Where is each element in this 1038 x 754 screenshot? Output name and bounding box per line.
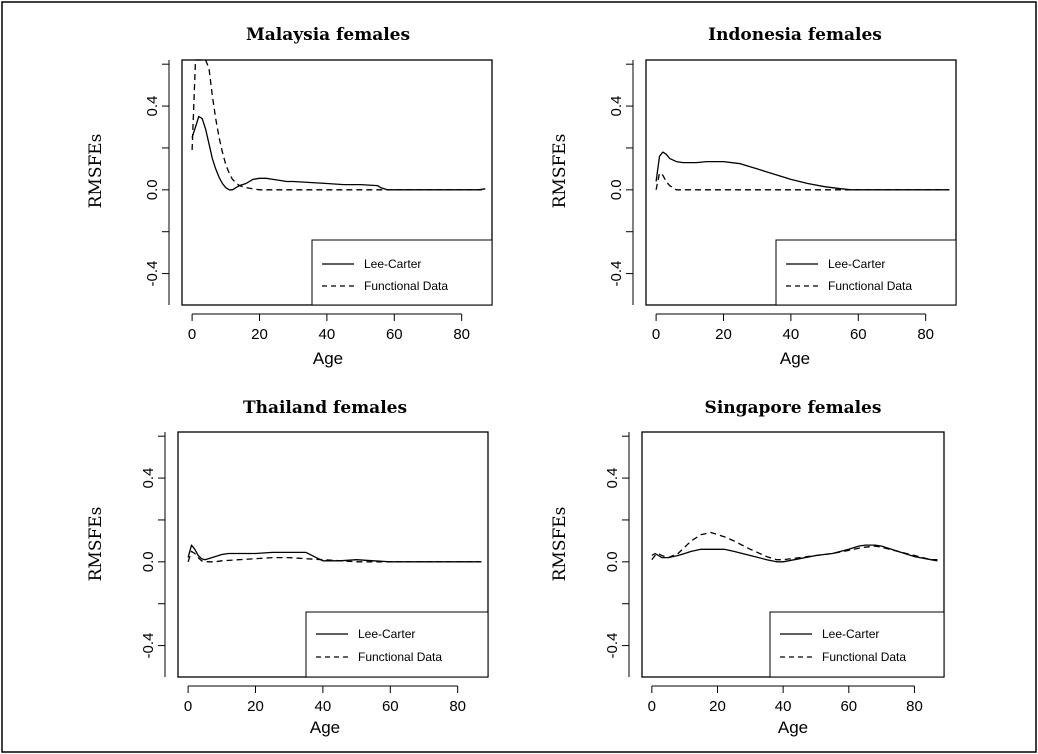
series-lines (187, 544, 482, 563)
legend-label-lee-carter: Lee-Carter (828, 257, 885, 271)
x-tick-label: 60 (382, 698, 399, 715)
x-tick-label: 20 (251, 326, 268, 343)
y-tick-label: 0.0 (604, 551, 621, 572)
series-line-functional-data (651, 531, 938, 561)
x-tick-label: 40 (319, 326, 336, 343)
panel-malaysia-females: Malaysia females RMSFEs Age 0 20 40 60 80 -0… (86, 25, 493, 368)
x-tick-label: 40 (783, 326, 800, 343)
y-axis-label: RMSFEs (550, 134, 570, 209)
x-axis: 0 20 40 60 80 (188, 313, 470, 343)
x-tick-label: 20 (709, 698, 726, 715)
x-tick-label: 80 (449, 698, 466, 715)
series-line-functional-data (187, 550, 482, 563)
series-line-lee-carter (187, 544, 482, 563)
y-tick-label: -0.4 (140, 633, 157, 659)
y-axis-label: RMSFEs (86, 507, 106, 582)
x-tick-label: 0 (184, 698, 192, 715)
x-tick-label: 40 (775, 698, 792, 715)
y-axis-label: RMSFEs (550, 507, 570, 582)
legend: Lee-Carter Functional Data (311, 239, 493, 306)
x-tick-label: 80 (453, 326, 470, 343)
x-tick-label: 80 (917, 326, 934, 343)
x-tick-label: 20 (715, 326, 732, 343)
legend-box (769, 611, 945, 678)
panel-title: Thailand females (243, 398, 407, 418)
y-axis: -0.4 0.0 0.4 (604, 432, 630, 677)
panel-singapore-females: Singapore females RMSFEs Age 0 20 40 60 80 -… (550, 398, 945, 737)
legend-label-lee-carter: Lee-Carter (822, 627, 879, 641)
y-tick-label: 0.0 (144, 179, 161, 200)
series-lines (651, 531, 938, 563)
legend-label-functional-data: Functional Data (822, 650, 906, 664)
panel-title: Malaysia females (246, 25, 410, 45)
y-axis-label: RMSFEs (86, 134, 106, 209)
series-line-functional-data (191, 59, 482, 191)
legend-box (775, 239, 957, 306)
legend-label-lee-carter: Lee-Carter (358, 627, 415, 641)
x-tick-label: 60 (386, 326, 403, 343)
series-line-lee-carter (191, 115, 486, 191)
series-line-lee-carter (655, 151, 950, 191)
y-tick-label: 0.4 (144, 96, 161, 117)
legend: Lee-Carter Functional Data (769, 611, 945, 678)
x-tick-label: 0 (652, 326, 660, 343)
x-tick-label: 60 (850, 326, 867, 343)
series-line-functional-data (655, 172, 950, 191)
y-tick-label: 0.0 (608, 179, 625, 200)
legend: Lee-Carter Functional Data (775, 239, 957, 306)
x-tick-label: 0 (188, 326, 196, 343)
y-axis: -0.4 0.0 0.4 (140, 432, 166, 677)
y-axis: -0.4 0.0 0.4 (608, 60, 634, 305)
x-axis-label: Age (310, 718, 340, 737)
x-axis: 0 20 40 60 80 (652, 313, 934, 343)
legend: Lee-Carter Functional Data (305, 611, 489, 678)
y-tick-label: -0.4 (608, 261, 625, 287)
x-tick-label: 20 (247, 698, 264, 715)
panel-title: Singapore females (705, 398, 882, 418)
legend-label-functional-data: Functional Data (828, 279, 912, 293)
x-tick-label: 40 (315, 698, 332, 715)
x-axis-label: Age (313, 349, 343, 368)
series-lines (655, 151, 950, 191)
x-axis-label: Age (778, 718, 808, 737)
legend-box (305, 611, 489, 678)
y-tick-label: -0.4 (604, 633, 621, 659)
panel-thailand-females: Thailand females RMSFEs Age 0 20 40 60 80 -0… (86, 398, 489, 737)
series-line-lee-carter (651, 544, 938, 563)
x-axis-label: Age (780, 349, 810, 368)
x-axis: 0 20 40 60 80 (184, 685, 466, 715)
y-tick-label: 0.4 (608, 96, 625, 117)
y-axis: -0.4 0.0 0.4 (144, 60, 170, 305)
legend-label-lee-carter: Lee-Carter (364, 257, 421, 271)
y-tick-label: 0.4 (140, 468, 157, 489)
y-tick-label: 0.0 (140, 551, 157, 572)
x-tick-label: 0 (648, 698, 656, 715)
panel-title: Indonesia females (708, 25, 882, 45)
series-lines (191, 59, 486, 191)
panel-indonesia-females: Indonesia females RMSFEs Age 0 20 40 60 80 -… (550, 25, 957, 368)
legend-label-functional-data: Functional Data (358, 650, 442, 664)
x-axis: 0 20 40 60 80 (648, 685, 923, 715)
legend-box (311, 239, 493, 306)
y-tick-label: -0.4 (144, 261, 161, 287)
x-tick-label: 80 (906, 698, 923, 715)
legend-label-functional-data: Functional Data (364, 279, 448, 293)
x-tick-label: 60 (840, 698, 857, 715)
y-tick-label: 0.4 (604, 468, 621, 489)
